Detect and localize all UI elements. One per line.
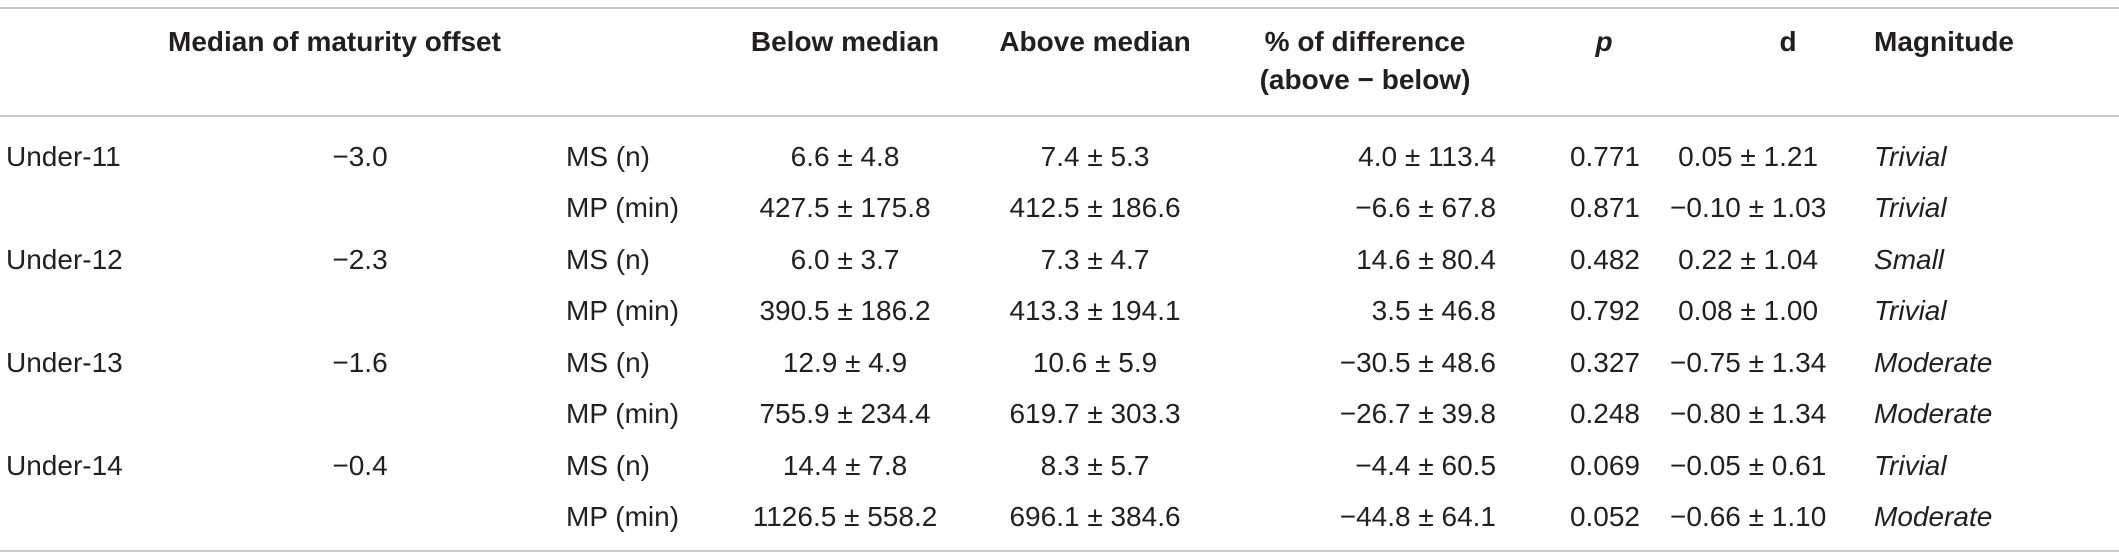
cell-above: 696.1 ± 384.6 <box>1009 501 1181 533</box>
table-row: MP (min) 427.5 ± 175.8 412.5 ± 186.6 −6.… <box>0 183 2119 235</box>
cell-median <box>160 286 560 338</box>
table-top-rule <box>0 7 2119 9</box>
cell-d: −0.10 ± 1.03 <box>1670 192 1827 224</box>
table-header: Median of maturity offset Below median A… <box>0 9 2119 129</box>
cell-variable: MP (min) <box>566 398 680 430</box>
cell-below: 6.6 ± 4.8 <box>790 140 900 172</box>
cell-below: 14.4 ± 7.8 <box>782 449 908 481</box>
header-above-median: Above median <box>999 26 1191 57</box>
cell-below: 427.5 ± 175.8 <box>759 192 931 224</box>
table-row: Under-13 −1.6 MS (n) 12.9 ± 4.9 10.6 ± 5… <box>0 337 2119 389</box>
results-table: Median of maturity offset Below median A… <box>0 9 2119 543</box>
cell-magnitude: Trivial <box>1874 140 1947 172</box>
cell-d: 0.08 ± 1.00 <box>1678 295 1819 327</box>
cell-difference: −26.7 ± 39.8 <box>1339 398 1497 430</box>
cell-above: 8.3 ± 5.7 <box>1040 449 1150 481</box>
cell-variable: MS (n) <box>566 449 650 481</box>
cell-p: 0.052 <box>1569 501 1641 533</box>
cell-median: −0.4 <box>332 449 388 481</box>
cell-above: 619.7 ± 303.3 <box>1009 398 1181 430</box>
cell-magnitude: Trivial <box>1874 192 1947 224</box>
header-diff-line2: (above − below) <box>1259 64 1471 95</box>
cell-difference: −44.8 ± 64.1 <box>1339 501 1497 533</box>
cell-p: 0.871 <box>1569 192 1641 224</box>
cell-p: 0.248 <box>1569 398 1641 430</box>
cell-median: −1.6 <box>332 346 388 378</box>
table-header-rule <box>0 115 2119 117</box>
cell-above: 10.6 ± 5.9 <box>1032 346 1158 378</box>
table-row: Under-12 −2.3 MS (n) 6.0 ± 3.7 7.3 ± 4.7… <box>0 234 2119 286</box>
cell-d: −0.05 ± 0.61 <box>1670 449 1827 481</box>
cell-p: 0.069 <box>1569 449 1641 481</box>
cell-below: 1126.5 ± 558.2 <box>752 501 938 533</box>
cell-p: 0.482 <box>1569 243 1641 275</box>
cell-difference: 3.5 ± 46.8 <box>1371 295 1497 327</box>
cell-above: 412.5 ± 186.6 <box>1009 192 1181 224</box>
cell-below: 12.9 ± 4.9 <box>782 346 908 378</box>
cell-group: Under-14 <box>6 449 123 481</box>
cell-below: 390.5 ± 186.2 <box>759 295 931 327</box>
cell-d: −0.66 ± 1.10 <box>1670 501 1827 533</box>
cell-below: 755.9 ± 234.4 <box>759 398 931 430</box>
cell-d: 0.22 ± 1.04 <box>1678 243 1819 275</box>
table-row: MP (min) 755.9 ± 234.4 619.7 ± 303.3 −26… <box>0 389 2119 441</box>
header-percent-difference: % of difference (above − below) <box>1220 9 1510 129</box>
cell-above: 7.4 ± 5.3 <box>1040 140 1150 172</box>
table-row: MP (min) 390.5 ± 186.2 413.3 ± 194.1 3.5… <box>0 286 2119 338</box>
cell-group <box>0 492 160 544</box>
cell-d: 0.05 ± 1.21 <box>1678 140 1819 172</box>
cell-group <box>0 389 160 441</box>
cell-median <box>160 183 560 235</box>
cell-difference: −30.5 ± 48.6 <box>1339 346 1497 378</box>
cell-variable: MS (n) <box>566 243 650 275</box>
cell-median <box>160 492 560 544</box>
header-p-value: p <box>1595 26 1613 57</box>
cell-magnitude: Moderate <box>1874 398 1993 430</box>
cell-magnitude: Trivial <box>1874 295 1947 327</box>
cell-magnitude: Trivial <box>1874 449 1947 481</box>
header-magnitude: Magnitude <box>1874 26 2015 57</box>
header-diff-line1: % of difference <box>1264 26 1466 57</box>
cell-difference: −4.4 ± 60.5 <box>1355 449 1497 481</box>
cell-difference: 4.0 ± 113.4 <box>1358 140 1497 172</box>
cell-p: 0.327 <box>1569 346 1641 378</box>
cell-group <box>0 286 160 338</box>
cell-variable: MS (n) <box>566 140 650 172</box>
cell-difference: 14.6 ± 80.4 <box>1356 243 1497 275</box>
cell-median <box>160 389 560 441</box>
cell-above: 413.3 ± 194.1 <box>1009 295 1181 327</box>
cell-magnitude: Small <box>1874 243 1945 275</box>
cell-above: 7.3 ± 4.7 <box>1040 243 1150 275</box>
header-median-offset: Median of maturity offset <box>168 26 501 57</box>
cell-group: Under-13 <box>6 346 123 378</box>
cell-variable: MP (min) <box>566 295 680 327</box>
cell-p: 0.771 <box>1569 140 1641 172</box>
cell-d: −0.75 ± 1.34 <box>1670 346 1827 378</box>
cell-variable: MS (n) <box>566 346 650 378</box>
cell-magnitude: Moderate <box>1874 346 1993 378</box>
cell-d: −0.80 ± 1.34 <box>1670 398 1827 430</box>
cell-p: 0.792 <box>1569 295 1641 327</box>
cell-difference: −6.6 ± 67.8 <box>1355 192 1497 224</box>
table-row: Under-11 −3.0 MS (n) 6.6 ± 4.8 7.4 ± 5.3… <box>0 129 2119 183</box>
cell-group <box>0 183 160 235</box>
header-row: Median of maturity offset Below median A… <box>0 9 2119 129</box>
header-effect-size: d <box>1779 26 1797 57</box>
table-bottom-rule <box>0 550 2119 552</box>
cell-median: −3.0 <box>332 140 388 172</box>
cell-magnitude: Moderate <box>1874 501 1993 533</box>
table-row: Under-14 −0.4 MS (n) 14.4 ± 7.8 8.3 ± 5.… <box>0 440 2119 492</box>
header-below-median: Below median <box>750 26 940 57</box>
cell-variable: MP (min) <box>566 192 680 224</box>
cell-below: 6.0 ± 3.7 <box>790 243 900 275</box>
cell-median: −2.3 <box>332 243 388 275</box>
table-body: Under-11 −3.0 MS (n) 6.6 ± 4.8 7.4 ± 5.3… <box>0 129 2119 543</box>
cell-variable: MP (min) <box>566 501 680 533</box>
cell-group: Under-12 <box>6 243 123 275</box>
cell-group: Under-11 <box>6 140 121 172</box>
table-row: MP (min) 1126.5 ± 558.2 696.1 ± 384.6 −4… <box>0 492 2119 544</box>
